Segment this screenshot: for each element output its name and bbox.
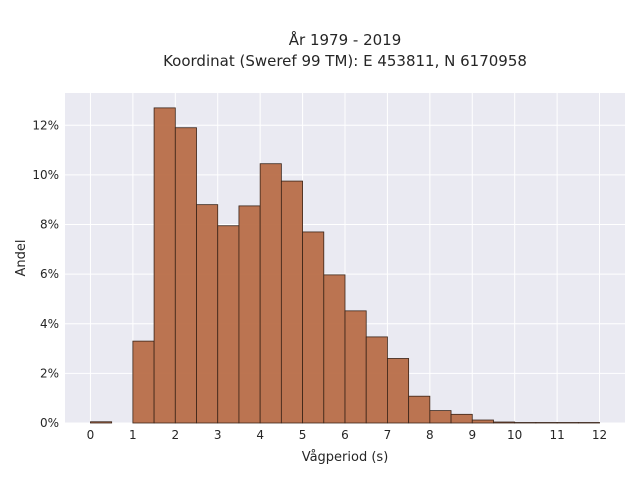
- y-tick-labels: 0% 2% 4% 6% 8% 10% 12%: [32, 118, 59, 430]
- x-tick-label: 8: [426, 428, 434, 442]
- histogram-bar: [153, 107, 176, 424]
- y-tick-label: 6%: [40, 267, 59, 281]
- histogram-bar: [450, 413, 473, 424]
- histogram-bar: [217, 225, 240, 424]
- x-tick-label: 0: [87, 428, 95, 442]
- histogram-bar: [90, 421, 113, 424]
- histogram-bar: [471, 419, 494, 424]
- histogram-bar: [387, 358, 410, 424]
- x-tick-label: 10: [507, 428, 522, 442]
- histogram-bar: [408, 395, 431, 424]
- x-axis-label: Vågperiod (s): [302, 450, 389, 465]
- histogram-bar: [196, 204, 219, 424]
- histogram-bar: [493, 421, 516, 424]
- y-tick-label: 0%: [40, 416, 59, 430]
- x-tick-label: 7: [384, 428, 392, 442]
- y-axis-label: Andel: [14, 240, 29, 277]
- y-tick-label: 12%: [32, 118, 59, 132]
- histogram-bar: [344, 310, 367, 424]
- x-tick-label: 1: [129, 428, 137, 442]
- x-tick-label: 3: [214, 428, 222, 442]
- histogram-bar: [174, 127, 197, 424]
- chart-title-line2: Koordinat (Sweref 99 TM): E 453811, N 61…: [163, 52, 527, 70]
- chart-title-line1: År 1979 - 2019: [289, 30, 402, 49]
- histogram-bar: [365, 336, 388, 424]
- histogram-bar: [323, 274, 346, 424]
- x-tick-label: 12: [592, 428, 607, 442]
- histogram-bar: [132, 340, 155, 424]
- y-tick-label: 10%: [32, 168, 59, 182]
- histogram-bar: [238, 205, 261, 424]
- histogram-bar: [429, 410, 452, 424]
- histogram-bar: [259, 163, 282, 424]
- x-tick-label: 4: [256, 428, 264, 442]
- x-tick-label: 9: [468, 428, 476, 442]
- y-tick-label: 2%: [40, 366, 59, 380]
- x-tick-label: 2: [171, 428, 179, 442]
- x-tick-label: 6: [341, 428, 349, 442]
- histogram-bar: [302, 231, 325, 424]
- y-tick-label: 4%: [40, 317, 59, 331]
- bars: [90, 107, 600, 424]
- x-tick-label: 11: [549, 428, 564, 442]
- x-tick-label: 5: [299, 428, 307, 442]
- y-tick-label: 8%: [40, 218, 59, 232]
- histogram-bar: [280, 180, 303, 424]
- x-tick-labels: 0 1 2 3 4 5 6 7 8 9 10 11 12: [87, 428, 608, 442]
